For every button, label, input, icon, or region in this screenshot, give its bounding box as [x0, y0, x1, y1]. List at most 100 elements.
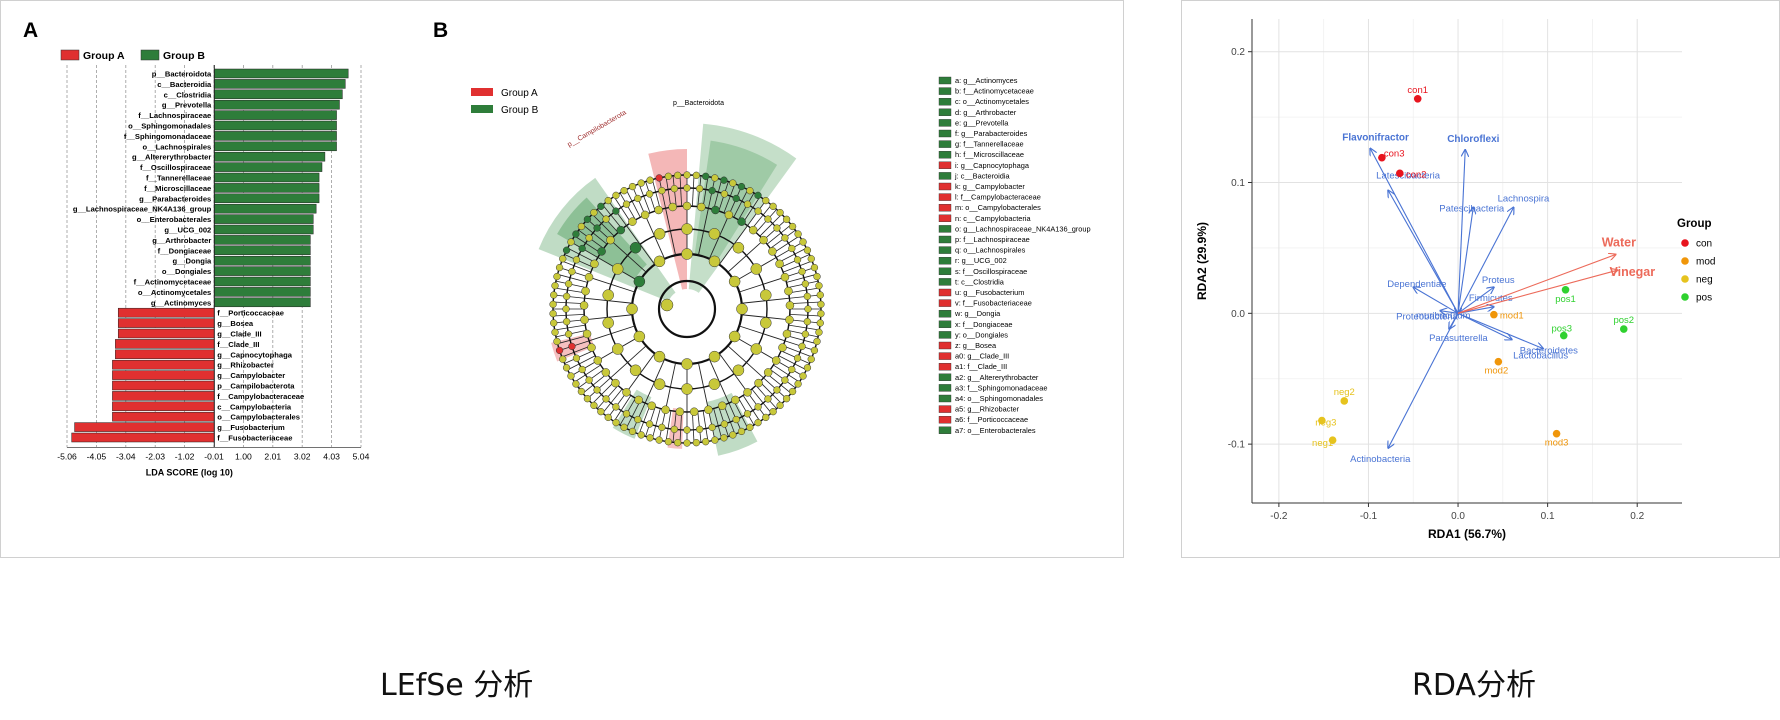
- lefse-bar-label-16: g__Arthrobacter: [152, 236, 211, 245]
- lefse-bar-4: [214, 110, 337, 120]
- clade-node-3-260: [602, 317, 614, 329]
- clade-node-0-188: [664, 438, 673, 446]
- clade-branch-57: [773, 235, 800, 254]
- rda-legend-label-pos: pos: [1696, 293, 1712, 304]
- clade-node-3-20: [708, 228, 721, 240]
- lefse-x-tick-3: -2.03: [145, 451, 165, 461]
- clade-node-0-76: [813, 272, 821, 281]
- clade-key-label-16: q: o__Lachnospirales: [955, 246, 1026, 255]
- clade-node-0-184: [674, 439, 682, 447]
- lefse-bar-label-31: f__Campylobacteraceae: [217, 392, 304, 401]
- rda-env-label-0: Water: [1602, 235, 1636, 249]
- rda-x-tick-2: 0.0: [1451, 511, 1465, 522]
- clade-node-0-0: [683, 171, 691, 179]
- clade-node-1-54: [781, 234, 789, 242]
- clade-node-1-318: [602, 215, 610, 223]
- clade-branch-93: [789, 313, 821, 317]
- clade-node-1-210: [622, 410, 631, 418]
- clade-key-swatch-10: [938, 182, 952, 191]
- clade-node-0-204: [628, 427, 637, 436]
- clade-node-0-344: [646, 176, 654, 184]
- clade-node-1-300: [578, 244, 586, 253]
- rda-taxa-arrow-6: [1457, 287, 1494, 314]
- clade-node-0-80: [815, 282, 823, 290]
- clade-node-2-224: [611, 378, 620, 388]
- rda-taxa-arrow-13: [1388, 313, 1459, 448]
- lefse-bar-35: [71, 432, 215, 443]
- clade-key-swatch-17: [938, 257, 952, 265]
- clade-branch-333: [625, 189, 641, 218]
- clade-node-4-270: [626, 303, 638, 315]
- clade-limb-228: [610, 345, 647, 379]
- clade-node-3-120: [750, 343, 763, 355]
- clade-node-1-216: [612, 403, 620, 411]
- clade-node-3-80: [760, 289, 772, 301]
- clade-branch-297: [567, 247, 596, 263]
- clade-branch-189: [665, 410, 672, 442]
- lefse-bar-29: [112, 370, 215, 380]
- clade-branch-177: [691, 411, 695, 443]
- clade-branch-15: [713, 179, 723, 210]
- clade-limb-72: [739, 276, 786, 293]
- clade-node-0-60: [799, 238, 807, 246]
- clade-node-4-90: [736, 303, 748, 315]
- panel-label-a: A: [23, 19, 38, 42]
- clade-limb-168: [697, 362, 709, 410]
- clade-node-1-276: [563, 292, 571, 301]
- clade-node-0-120: [799, 372, 807, 380]
- clade-node-1-18: [720, 190, 729, 198]
- clade-branch-285: [557, 273, 588, 283]
- clade-node-0-132: [782, 395, 791, 403]
- rda-env-label-1: Vinegar: [1610, 265, 1656, 279]
- clade-node-1-36: [754, 207, 762, 215]
- clade-limb-252: [588, 325, 635, 342]
- clade-node-2-320: [616, 225, 626, 235]
- clade-node-2-200: [647, 401, 657, 411]
- rda-taxa-arrow-1: [1457, 150, 1465, 314]
- clade-key-swatch-15: [938, 235, 952, 244]
- lefse-bar-label-3: g__Prevotella: [162, 101, 212, 110]
- clade-node-1-228: [593, 386, 601, 394]
- clade-ring-0: [657, 279, 717, 339]
- clade-label-0: p__Bacteroidota: [673, 100, 724, 107]
- clade-node-2-168: [704, 405, 713, 414]
- clade-node-1-198: [645, 420, 654, 428]
- clade-node-1-114: [793, 354, 802, 362]
- lefse-bar-22: [214, 297, 311, 308]
- clade-node-0-56: [794, 230, 802, 238]
- rda-taxa-label-9: muribaculum: [1416, 311, 1470, 322]
- clade-key-label-32: a6: f__Porticoccaceae: [955, 415, 1028, 424]
- clade-node-0-100: [815, 328, 823, 336]
- clade-branch-3: [691, 175, 695, 207]
- clade-node-2-312: [606, 235, 615, 245]
- clade-node-2-248: [587, 343, 596, 352]
- clade-key-label-4: e: g__Prevotella: [955, 118, 1009, 127]
- rda-legend-label-con: con: [1696, 239, 1712, 250]
- clade-node-1-240: [578, 365, 586, 374]
- clade-key-swatch-20: [938, 288, 952, 297]
- lefse-bar-8: [214, 151, 326, 162]
- clade-node-0-144: [762, 413, 770, 422]
- rda-legend-title: Group: [1677, 218, 1712, 230]
- rda-taxa-arrow-12: [1457, 312, 1543, 348]
- rda-point-neg3: [1318, 416, 1326, 425]
- clade-node-1-258: [564, 330, 573, 338]
- clade-node-0-332: [620, 187, 628, 195]
- clade-node-2-136: [754, 378, 763, 388]
- clade-node-0-24: [737, 182, 746, 191]
- clade-node-0-152: [746, 423, 754, 431]
- clade-node-0-68: [807, 255, 815, 263]
- rda-point-label-con1: con1: [1407, 85, 1428, 96]
- lefse-bar-15: [214, 224, 314, 235]
- clade-node-0-36: [762, 196, 770, 205]
- lefse-bar-27: [115, 349, 215, 360]
- clade-branch-159: [723, 405, 736, 435]
- clade-node-1-174: [695, 425, 704, 433]
- rda-taxa-label-1: Chloroflexi: [1447, 134, 1499, 145]
- clade-node-1-204: [634, 415, 642, 424]
- clade-node-0-268: [549, 310, 557, 318]
- clade-node-0-44: [776, 208, 784, 217]
- clade-node-4-120: [728, 330, 741, 343]
- clade-branch-105: [786, 335, 817, 345]
- clade-node-1-294: [572, 256, 581, 264]
